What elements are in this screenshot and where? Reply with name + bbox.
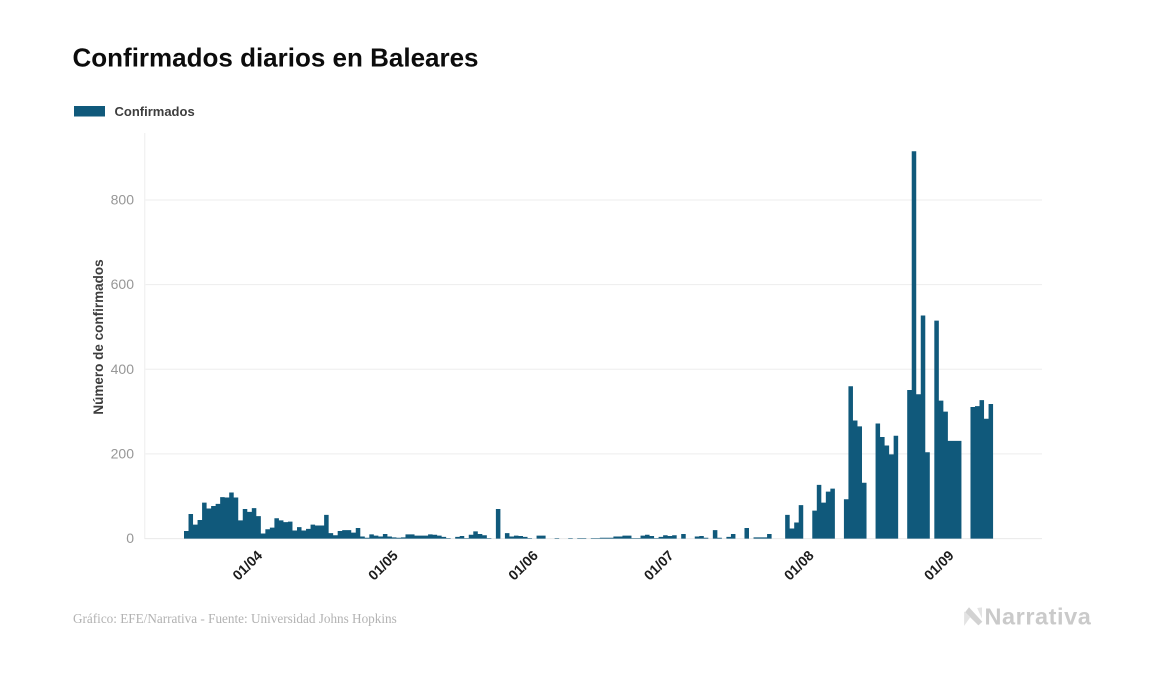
svg-text:Confirmados: Confirmados	[115, 104, 195, 119]
svg-text:Confirmados diarios en Baleare: Confirmados diarios en Baleares	[73, 43, 479, 73]
svg-text:600: 600	[111, 276, 135, 292]
svg-text:Gráfico: EFE/Narrativa - Fuent: Gráfico: EFE/Narrativa - Fuente: Univers…	[73, 611, 397, 626]
svg-text:200: 200	[111, 445, 135, 461]
svg-text:0: 0	[126, 530, 134, 546]
svg-text:400: 400	[111, 361, 135, 377]
svg-text:800: 800	[111, 192, 135, 208]
svg-text:Narrativa: Narrativa	[985, 604, 1092, 630]
svg-text:Número de confirmados: Número de confirmados	[91, 259, 106, 414]
